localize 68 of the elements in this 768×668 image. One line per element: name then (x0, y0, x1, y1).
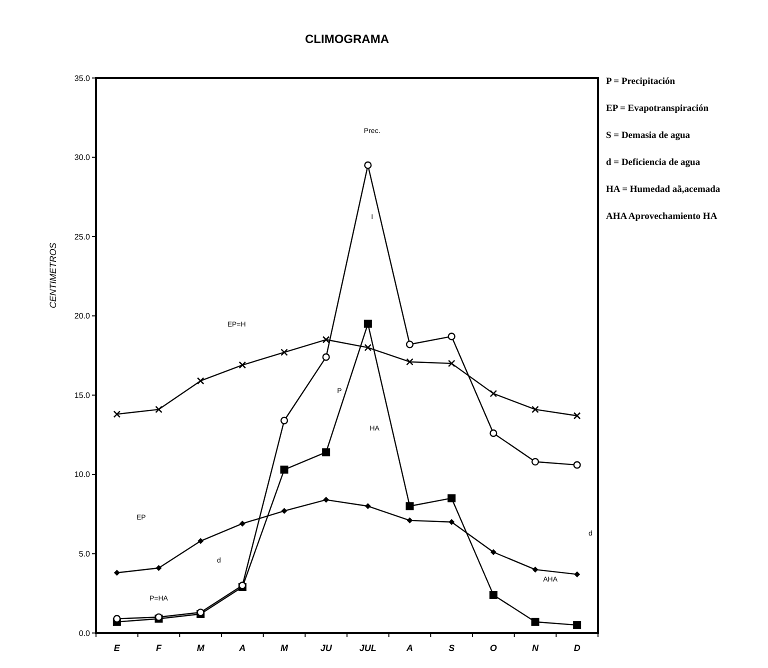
point (364, 320, 372, 328)
point (573, 621, 582, 630)
x-tick-label: M (280, 643, 288, 653)
point (156, 564, 162, 571)
text: P = Precipitación (606, 77, 676, 87)
x-tick-label: S (448, 643, 455, 653)
point (198, 538, 204, 544)
y-tick-label: 5.0 (78, 550, 91, 559)
point (573, 412, 581, 420)
point (114, 570, 120, 576)
point (238, 361, 246, 369)
point (323, 496, 330, 503)
point (448, 332, 456, 340)
x-tick-label: E (114, 643, 121, 653)
point (196, 377, 204, 385)
point (406, 358, 414, 366)
point (532, 566, 538, 573)
text: S = Demasia de agua (606, 131, 690, 141)
point (364, 503, 371, 510)
y-tick-label: 35.0 (74, 74, 91, 83)
point (280, 466, 288, 474)
x-tick-label: JUL (359, 643, 376, 653)
point (490, 390, 498, 398)
point (531, 458, 540, 466)
point (448, 519, 455, 525)
point (531, 618, 540, 626)
point (239, 520, 246, 527)
point (573, 461, 581, 469)
x-tick-label: M (196, 643, 205, 653)
point (532, 406, 539, 414)
point (490, 429, 498, 437)
x-tick-label: O (490, 643, 497, 653)
point (155, 406, 162, 414)
x-tick-label: A (406, 643, 413, 653)
x-tick-label: D (574, 643, 581, 653)
point (489, 590, 498, 599)
point (280, 416, 288, 424)
y-tick-label: 25.0 (74, 232, 91, 242)
x-tick-label: JU (320, 643, 332, 653)
text: HA = Humedad aã,acemada (606, 185, 720, 195)
text: AHA Aprovechamiento HA (606, 212, 718, 222)
point (364, 344, 372, 352)
y-tick-label: 0.0 (78, 628, 91, 638)
text: d = Deficiencia de agua (606, 158, 700, 168)
y-tick-label: 30.0 (74, 153, 91, 162)
point (574, 571, 580, 578)
point (406, 340, 414, 348)
point (281, 508, 288, 514)
x-tick-label: A (238, 643, 246, 653)
point (448, 360, 456, 368)
point (280, 348, 288, 356)
point (364, 161, 372, 170)
point (406, 502, 414, 510)
y-tick-label: 10.0 (74, 470, 91, 480)
y-tick-label: 15.0 (74, 390, 91, 400)
point (322, 448, 330, 456)
point (448, 494, 456, 502)
point (113, 410, 121, 418)
y-axis-title: CENTIMETROS (48, 242, 58, 308)
point (406, 517, 413, 524)
y-tick-label: 20.0 (74, 312, 91, 321)
text: EP = Evapotranspiración (606, 104, 710, 114)
x-tick-label: F (156, 643, 162, 653)
chart-title: CLIMOGRAMA (305, 32, 390, 46)
x-tick-label: N (532, 643, 539, 653)
point (490, 549, 496, 556)
point (322, 336, 330, 344)
point (322, 353, 330, 361)
